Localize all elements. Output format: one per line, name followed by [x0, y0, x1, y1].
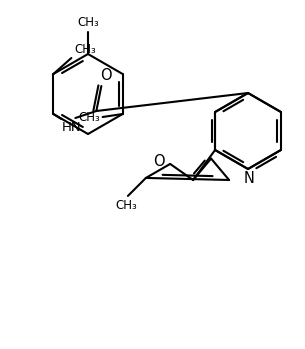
- Text: HN: HN: [61, 121, 81, 134]
- Text: CH₃: CH₃: [78, 111, 100, 124]
- Text: N: N: [244, 171, 254, 186]
- Text: O: O: [153, 155, 165, 170]
- Text: CH₃: CH₃: [115, 199, 137, 212]
- Text: O: O: [101, 68, 112, 83]
- Text: CH₃: CH₃: [74, 43, 96, 56]
- Text: CH₃: CH₃: [77, 16, 99, 29]
